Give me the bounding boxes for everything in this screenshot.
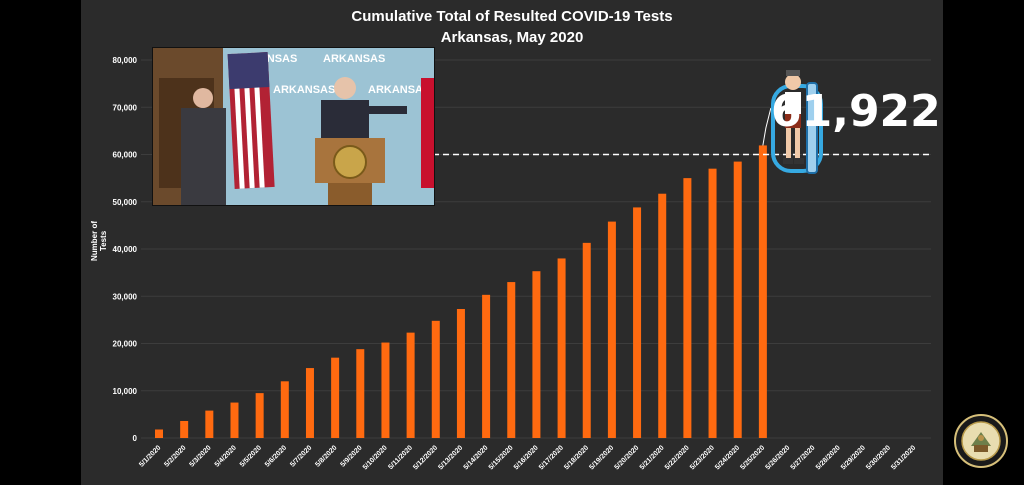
y-tick-label: 30,000 — [113, 292, 138, 301]
inset-banner-text-3: ARKANSAS — [368, 84, 430, 96]
x-tick-label: 5/16/2020 — [513, 444, 540, 471]
bar — [356, 349, 365, 438]
bar — [532, 271, 541, 438]
x-tick-label: 5/12/2020 — [412, 444, 439, 471]
x-tick-label: 5/5/2020 — [239, 444, 263, 468]
x-tick-label: 5/4/2020 — [214, 444, 238, 468]
bar — [456, 309, 465, 438]
x-tick-label: 5/8/2020 — [314, 444, 338, 468]
x-tick-label: 5/1/2020 — [138, 444, 162, 468]
x-tick-label: 5/6/2020 — [264, 444, 288, 468]
podium — [315, 138, 385, 205]
x-tick-label: 5/15/2020 — [488, 444, 515, 471]
video-inset: ARKANSAS ARKANSAS ARKANSAS ARKANSAS — [152, 47, 435, 206]
x-tick-label: 5/10/2020 — [362, 444, 389, 471]
interpreter-figure — [181, 88, 226, 205]
bar — [305, 368, 314, 438]
y-tick-label: 40,000 — [113, 245, 138, 254]
bar — [155, 429, 163, 438]
bar — [180, 420, 189, 438]
mascot-character-icon — [771, 70, 823, 174]
y-tick-label: 70,000 — [113, 103, 138, 112]
inset-banner-text-4: ARKANSAS — [273, 84, 335, 96]
x-tick-label: 5/29/2020 — [840, 444, 867, 471]
bar — [507, 282, 516, 438]
bar — [658, 193, 667, 438]
y-axis-label: Number of Tests — [90, 221, 108, 261]
y-tick-label: 10,000 — [113, 387, 138, 396]
bar — [406, 332, 415, 438]
x-tick-label: 5/17/2020 — [538, 444, 565, 471]
state-seal-icon — [954, 414, 1008, 468]
x-tick-label: 5/26/2020 — [764, 444, 791, 471]
inset-banner-text-2: ARKANSAS — [323, 53, 385, 65]
bar — [683, 178, 692, 438]
bar — [381, 342, 390, 438]
x-tick-label: 5/23/2020 — [689, 444, 716, 471]
x-tick-label: 5/9/2020 — [339, 444, 363, 468]
x-tick-label: 5/31/2020 — [890, 444, 917, 471]
bar — [331, 357, 340, 438]
callout-leader-line — [762, 107, 772, 146]
bar — [708, 168, 717, 439]
bar — [633, 207, 642, 438]
y-tick-label: 50,000 — [113, 198, 138, 207]
x-tick-label: 5/30/2020 — [865, 444, 892, 471]
bar — [205, 410, 214, 438]
y-tick-label: 60,000 — [113, 151, 138, 160]
x-tick-label: 5/28/2020 — [815, 444, 842, 471]
bar — [280, 381, 289, 438]
y-tick-label: 80,000 — [113, 56, 138, 65]
x-tick-label: 5/21/2020 — [639, 444, 666, 471]
flag-icon — [227, 52, 275, 189]
x-tick-label: 5/22/2020 — [664, 444, 691, 471]
y-tick-label: 0 — [133, 434, 138, 443]
speaker-figure — [321, 77, 407, 140]
bar — [607, 221, 616, 438]
bar — [557, 258, 566, 438]
bar — [758, 145, 767, 438]
bar — [582, 242, 591, 438]
chart-subtitle: Arkansas, May 2020 — [440, 29, 584, 46]
x-tick-label: 5/18/2020 — [563, 444, 590, 471]
bar — [230, 402, 239, 438]
bar — [733, 161, 742, 438]
x-tick-label: 5/7/2020 — [289, 444, 313, 468]
chart-canvas: 0 10,000 20,000 30,000 40,000 50,000 60,000 70,… — [113, 56, 933, 471]
x-tick-label: 5/11/2020 — [387, 444, 414, 471]
bar — [482, 294, 491, 438]
x-tick-label: 5/2/2020 — [163, 444, 187, 468]
x-tick-label: 5/27/2020 — [790, 444, 817, 471]
chart-title: Cumulative Total of Resulted COVID-19 Te… — [351, 8, 673, 25]
y-tick-label: 20,000 — [113, 340, 138, 349]
x-tick-label: 5/25/2020 — [739, 444, 766, 471]
chart-panel: 0 10,000 20,000 30,000 40,000 50,000 60,000 70,… — [81, 0, 943, 485]
bar — [431, 320, 440, 438]
x-tick-label: 5/20/2020 — [613, 444, 640, 471]
x-tick-label: 5/19/2020 — [588, 444, 615, 471]
x-tick-label: 5/3/2020 — [189, 444, 213, 468]
x-tick-label: 5/24/2020 — [714, 444, 741, 471]
x-tick-label: 5/14/2020 — [463, 444, 490, 471]
peak-callout-value: 61,922 — [771, 86, 941, 137]
bar — [255, 393, 264, 438]
x-tick-label: 5/13/2020 — [437, 444, 464, 471]
